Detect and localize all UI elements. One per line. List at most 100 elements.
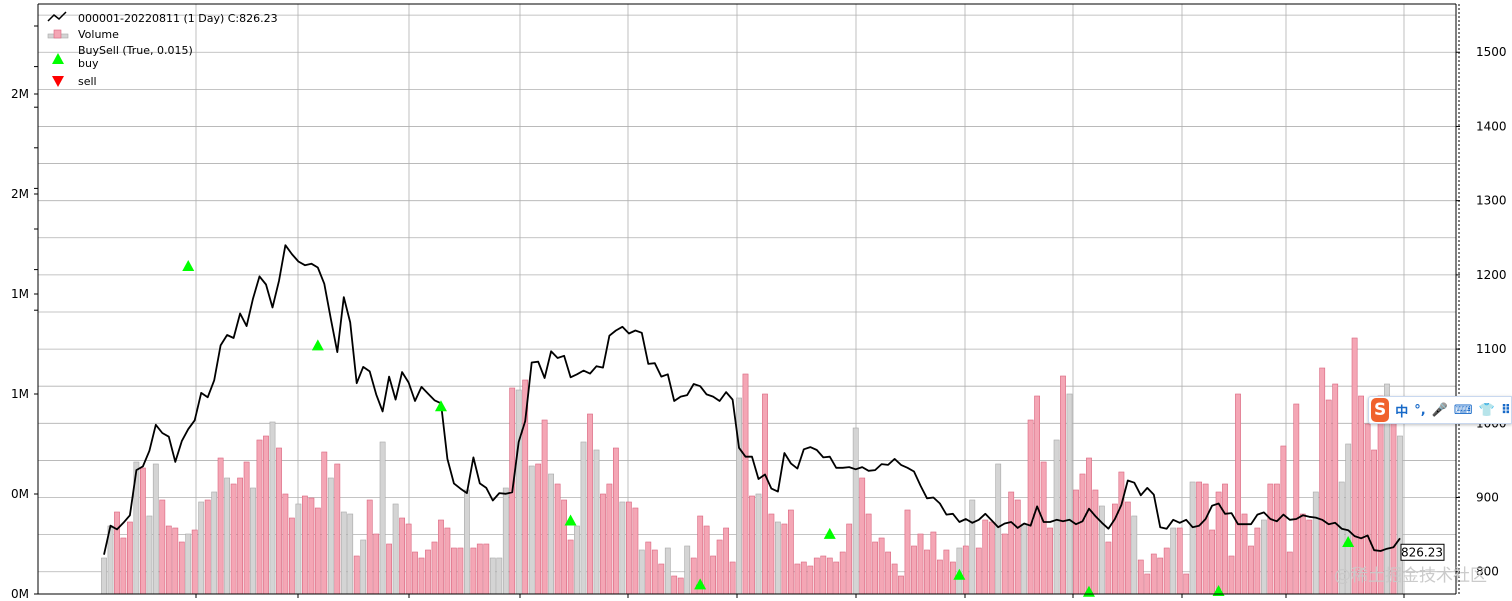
- volume-tick-label-5: 2M: [11, 87, 29, 101]
- volume-bar-50: [425, 549, 431, 595]
- volume-bar-176: [1241, 513, 1248, 595]
- volume-bar-85: [651, 549, 658, 595]
- volume-bar-164: [1163, 547, 1170, 595]
- volume-bar-22: [243, 461, 250, 595]
- volume-bar-183: [1286, 551, 1293, 595]
- volume-bar-171: [1209, 529, 1215, 595]
- volume-bar-133: [962, 545, 969, 595]
- ime-lang-toggle[interactable]: 中: [1395, 404, 1409, 420]
- volume-bar-77: [600, 493, 606, 595]
- volume-bar-174: [1228, 555, 1235, 595]
- volume-bar-193: [1351, 337, 1358, 595]
- keyboard-icon[interactable]: ⌨: [1453, 402, 1473, 418]
- volume-bar-60: [489, 557, 496, 595]
- volume-bar-45: [392, 503, 399, 595]
- close-polyline: [103, 244, 1401, 555]
- volume-bar-27: [276, 447, 282, 595]
- microphone-icon[interactable]: 🎤: [1431, 402, 1448, 418]
- volume-bar-13: [185, 533, 192, 595]
- volume-bar-106: [787, 509, 794, 595]
- volume-bar-58: [476, 543, 483, 595]
- volume-bar-71: [561, 499, 567, 595]
- buy-marker-2: [434, 400, 447, 412]
- volume-bar-135: [975, 547, 982, 595]
- volume-bar-52: [438, 519, 444, 595]
- ime-toolbar[interactable]: S 中 °, 🎤 ⌨ 👕 ⠿: [1368, 396, 1512, 424]
- volume-bar-29: [288, 517, 295, 595]
- volume-bar-144: [1034, 395, 1040, 595]
- watermark: @稀土掘金技术社区: [1334, 566, 1487, 586]
- volume-bar-47: [405, 523, 412, 595]
- volume-bar-42: [373, 533, 380, 595]
- volume-bar-35: [327, 477, 334, 595]
- price-tick-label-7: 1500: [1476, 45, 1507, 59]
- volume-bar-141: [1014, 499, 1021, 595]
- volume-bar-26: [269, 421, 276, 595]
- volume-bar-120: [878, 537, 885, 595]
- volume-bar-180: [1267, 483, 1274, 595]
- volume-bar-128: [930, 531, 937, 595]
- buy-marker-0: [182, 259, 195, 271]
- sogou-logo-icon[interactable]: S: [1371, 398, 1390, 422]
- volume-bar-159: [1131, 515, 1138, 595]
- volume-bar-93: [703, 525, 710, 595]
- volume-bar-129: [936, 559, 943, 595]
- legend-line-icon: [47, 11, 67, 22]
- volume-bar-44: [386, 543, 392, 595]
- volume-bar-163: [1157, 557, 1164, 595]
- volume-bar-4: [127, 521, 133, 595]
- volume-bar-113: [833, 561, 840, 595]
- volume-bar-40: [360, 539, 367, 595]
- volume-bar-17: [211, 491, 218, 595]
- volume-bar-110: [813, 557, 820, 595]
- volume-bar-14: [191, 529, 198, 595]
- volume-tick-label-0: 0M: [11, 587, 29, 601]
- volume-bar-177: [1248, 545, 1254, 595]
- more-grid-icon[interactable]: ⠿: [1500, 402, 1511, 418]
- volume-bar-104: [774, 521, 781, 595]
- volume-bar-185: [1299, 513, 1306, 595]
- volume-bar-73: [574, 525, 580, 595]
- volume-bar-94: [710, 555, 716, 595]
- volume-bar-99: [742, 373, 749, 595]
- buy-marker-4: [694, 578, 707, 590]
- volume-bar-53: [444, 527, 451, 595]
- volume-bar-12: [178, 541, 185, 595]
- volume-bar-118: [865, 513, 872, 595]
- volume-bars: [101, 337, 1403, 595]
- volume-bar-54: [450, 547, 457, 595]
- ime-punct-toggle[interactable]: °,: [1414, 402, 1426, 418]
- volume-bar-117: [859, 477, 866, 595]
- legend-label-buysell: BuySell (True, 0.015): [78, 44, 193, 57]
- volume-bar-121: [885, 551, 891, 595]
- volume-bar-139: [1001, 533, 1008, 595]
- volume-bar-23: [250, 487, 256, 595]
- price-tick-label-6: 1400: [1476, 119, 1507, 133]
- volume-bar-7: [146, 515, 153, 595]
- volume-bar-59: [483, 543, 490, 595]
- volume-bar-136: [982, 519, 989, 595]
- volume-bar-38: [347, 513, 354, 595]
- volume-bar-6: [140, 467, 146, 595]
- buy-marker-3: [564, 514, 577, 526]
- volume-bar-84: [645, 541, 652, 595]
- volume-bar-15: [198, 501, 205, 595]
- legend-volume-icon-bar: [53, 29, 62, 39]
- volume-bar-48: [412, 551, 418, 595]
- volume-bar-153: [1092, 489, 1099, 595]
- volume-bar-155: [1105, 541, 1112, 595]
- volume-bar-61: [496, 557, 503, 595]
- volume-bar-138: [995, 463, 1002, 595]
- volume-bar-89: [677, 577, 684, 595]
- volume-bar-55: [457, 547, 464, 595]
- volume-bar-123: [898, 575, 904, 595]
- volume-bar-101: [755, 493, 762, 595]
- skin-icon[interactable]: 👕: [1478, 402, 1495, 418]
- volume-bar-184: [1293, 403, 1300, 595]
- volume-bar-166: [1176, 527, 1183, 595]
- volume-bar-143: [1027, 419, 1034, 595]
- volume-bar-72: [567, 539, 574, 595]
- volume-bar-188: [1319, 367, 1326, 595]
- volume-bar-127: [924, 549, 930, 595]
